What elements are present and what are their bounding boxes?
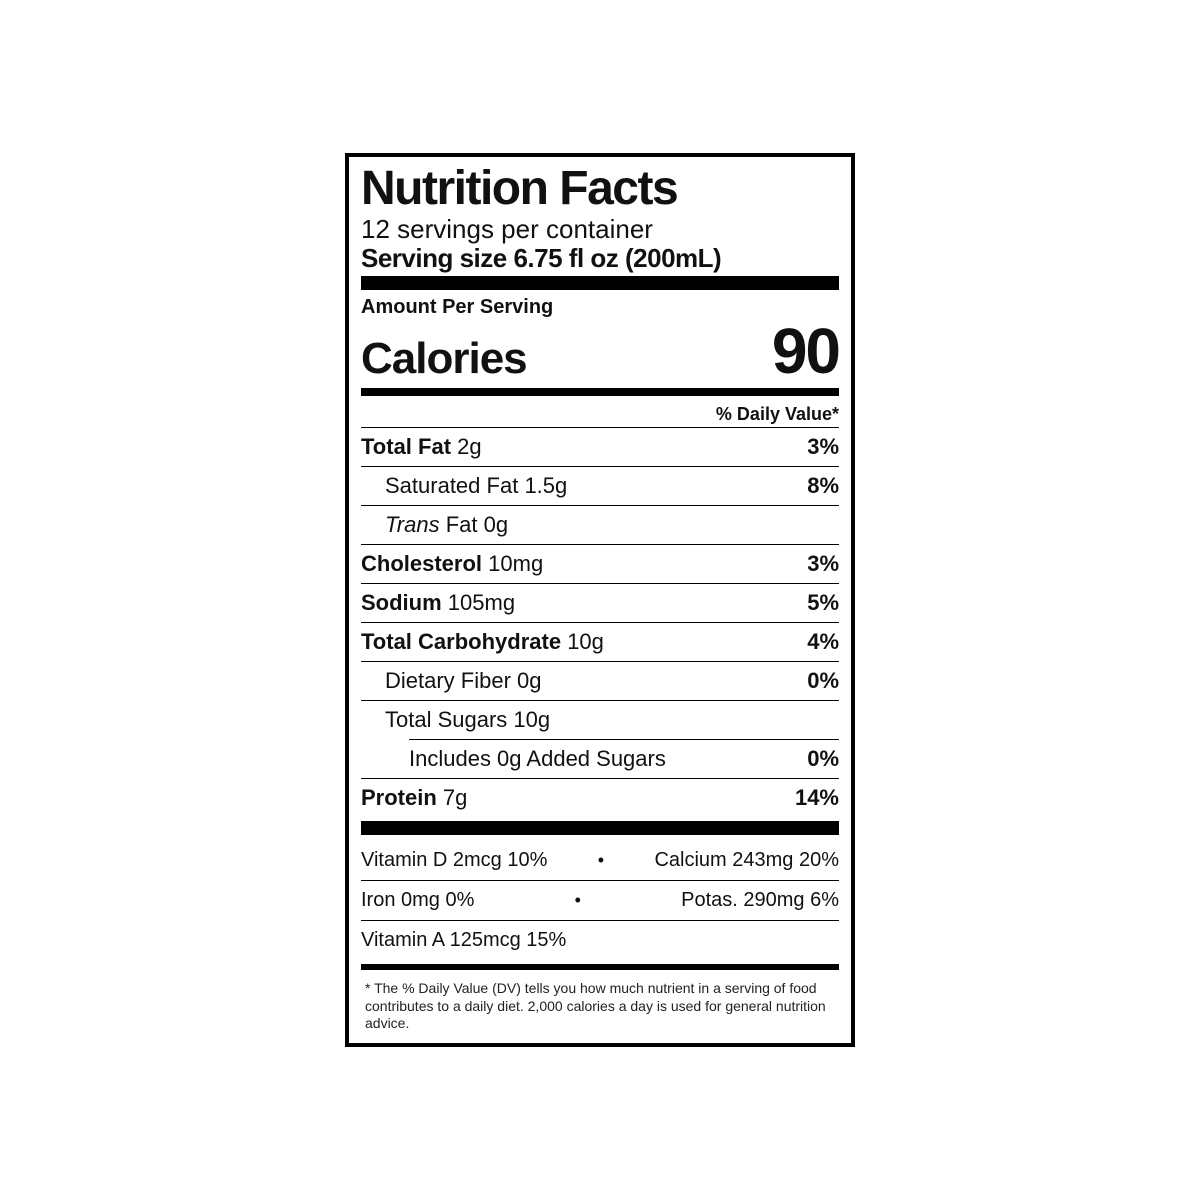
calories-row: Calories 90 [361, 319, 839, 384]
amount-per-serving-label: Amount Per Serving [361, 296, 839, 319]
row-total-sugars: Total Sugars 10g [361, 700, 839, 739]
sodium-dv: 5% [807, 590, 839, 616]
bullet-icon: • [575, 890, 581, 911]
row-total-fat: Total Fat 2g 3% [361, 427, 839, 466]
potassium: Potas. 290mg 6% [681, 889, 839, 912]
sodium-amount: 105mg [448, 590, 515, 615]
vitamin-row-3: Vitamin A 125mcg 15% [361, 920, 839, 960]
row-fiber: Dietary Fiber 0g 0% [361, 661, 839, 700]
calories-value: 90 [772, 319, 839, 383]
vitamin-a: Vitamin A 125mcg 15% [361, 929, 566, 952]
added-sugars-dv: 0% [807, 746, 839, 772]
sodium-name: Sodium [361, 590, 442, 615]
cholesterol-name: Cholesterol [361, 551, 482, 576]
fiber-dv: 0% [807, 668, 839, 694]
row-cholesterol: Cholesterol 10mg 3% [361, 544, 839, 583]
total-carb-name: Total Carbohydrate [361, 629, 561, 654]
protein-name: Protein [361, 785, 437, 810]
iron: Iron 0mg 0% [361, 889, 474, 912]
protein-amount: 7g [443, 785, 467, 810]
total-sugars-name: Total Sugars [385, 707, 507, 732]
row-sodium: Sodium 105mg 5% [361, 583, 839, 622]
cholesterol-amount: 10mg [488, 551, 543, 576]
vitamin-row-1: Vitamin D 2mcg 10% • Calcium 243mg 20% [361, 841, 839, 880]
row-added-sugars: Includes 0g Added Sugars 0% [409, 739, 839, 778]
total-carb-amount: 10g [567, 629, 604, 654]
row-total-carb: Total Carbohydrate 10g 4% [361, 622, 839, 661]
nutrition-facts-label: Nutrition Facts 12 servings per containe… [345, 153, 855, 1047]
protein-dv: 14% [795, 785, 839, 811]
total-fat-dv: 3% [807, 434, 839, 460]
trans-fat-prefix: Trans [385, 512, 440, 537]
bullet-icon: • [598, 850, 604, 871]
trans-fat-amount: 0g [484, 512, 508, 537]
trans-fat-suffix: Fat [440, 512, 478, 537]
divider-medium [361, 388, 839, 396]
total-fat-amount: 2g [457, 434, 481, 459]
fiber-name: Dietary Fiber [385, 668, 511, 693]
sat-fat-dv: 8% [807, 473, 839, 499]
row-trans-fat: Trans Fat 0g [361, 505, 839, 544]
added-sugars-text: Includes 0g Added Sugars [409, 746, 666, 772]
divider-medium-2 [361, 964, 839, 970]
dv-header: % Daily Value* [361, 400, 839, 427]
divider-thick [361, 276, 839, 290]
row-protein: Protein 7g 14% [361, 778, 839, 817]
sat-fat-amount: 1.5g [524, 473, 567, 498]
vitamin-d: Vitamin D 2mcg 10% [361, 849, 547, 872]
calcium: Calcium 243mg 20% [654, 849, 839, 872]
total-sugars-amount: 10g [513, 707, 550, 732]
cholesterol-dv: 3% [807, 551, 839, 577]
fiber-amount: 0g [517, 668, 541, 693]
servings-per-container: 12 servings per container [361, 215, 839, 244]
serving-size: Serving size 6.75 fl oz (200mL) [361, 244, 839, 273]
vitamin-row-2: Iron 0mg 0% • Potas. 290mg 6% [361, 880, 839, 920]
footnote: * The % Daily Value (DV) tells you how m… [361, 974, 839, 1035]
row-sat-fat: Saturated Fat 1.5g 8% [361, 466, 839, 505]
sat-fat-name: Saturated Fat [385, 473, 518, 498]
total-fat-name: Total Fat [361, 434, 451, 459]
total-carb-dv: 4% [807, 629, 839, 655]
title: Nutrition Facts [361, 165, 839, 213]
calories-label: Calories [361, 334, 527, 384]
divider-thick-2 [361, 821, 839, 835]
